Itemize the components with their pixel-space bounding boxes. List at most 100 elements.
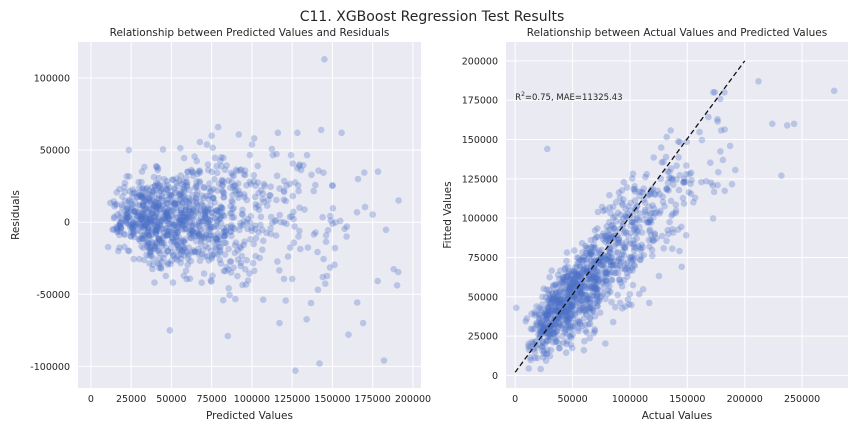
data-point [602, 340, 609, 347]
data-point [552, 296, 560, 303]
data-point [180, 244, 187, 252]
data-point [631, 197, 639, 204]
y-tick-label: -50000 [36, 290, 70, 301]
data-point [154, 224, 161, 231]
data-point [114, 228, 121, 236]
data-point [160, 254, 167, 262]
data-point [599, 280, 606, 287]
data-point [544, 304, 552, 311]
data-point [130, 208, 138, 215]
data-point [549, 295, 556, 303]
data-point [542, 357, 550, 365]
data-point [297, 245, 304, 253]
data-point [215, 233, 223, 240]
data-point [126, 213, 133, 221]
data-point [593, 288, 601, 295]
data-point [127, 229, 135, 236]
data-point [556, 300, 564, 307]
data-point [620, 229, 628, 237]
data-point [223, 162, 230, 169]
data-point [183, 225, 190, 233]
data-point [184, 249, 191, 257]
data-point [141, 218, 148, 225]
data-point [200, 270, 208, 277]
data-point [149, 196, 157, 204]
data-point [374, 277, 382, 285]
data-point [258, 186, 265, 194]
data-point [561, 329, 569, 336]
data-point [587, 244, 595, 251]
data-point [207, 225, 214, 233]
data-point [532, 310, 540, 317]
data-point [193, 200, 200, 208]
data-point [625, 203, 632, 210]
data-point [717, 95, 724, 103]
data-point [616, 276, 624, 283]
data-point [577, 274, 585, 282]
data-point [192, 197, 199, 205]
data-point [131, 222, 138, 230]
data-point [141, 206, 148, 213]
data-point [569, 311, 576, 319]
data-point [196, 138, 204, 146]
data-point [241, 266, 249, 273]
data-point [603, 256, 610, 264]
data-point [550, 294, 558, 301]
data-point [147, 250, 154, 258]
data-point [189, 169, 197, 176]
data-point [626, 254, 634, 262]
data-point [627, 222, 634, 230]
data-point [559, 332, 566, 340]
data-point [151, 182, 159, 190]
data-point [567, 274, 575, 282]
data-point [195, 251, 203, 258]
data-point [604, 252, 611, 259]
data-point [188, 212, 195, 220]
data-point [111, 203, 118, 210]
data-point [200, 202, 208, 210]
data-point [598, 261, 605, 268]
data-point [170, 222, 177, 230]
data-point [536, 314, 543, 322]
data-point [557, 309, 565, 316]
data-point [569, 285, 576, 293]
data-point [619, 242, 627, 249]
data-point [182, 203, 190, 211]
data-point [139, 185, 147, 193]
data-point [555, 315, 562, 323]
data-point [227, 269, 235, 276]
data-point [633, 215, 640, 223]
data-point [637, 246, 644, 254]
data-point [144, 224, 152, 232]
data-point [131, 233, 138, 241]
data-point [331, 261, 338, 269]
data-point [154, 259, 161, 267]
data-point [646, 243, 653, 250]
data-point [577, 285, 585, 293]
data-point [126, 196, 133, 204]
data-point [579, 254, 587, 261]
data-point [111, 213, 118, 221]
data-point [666, 218, 673, 226]
data-point [140, 211, 147, 218]
data-point [609, 221, 616, 229]
data-point [163, 231, 170, 239]
data-point [168, 197, 176, 205]
data-point [136, 215, 143, 223]
data-point [166, 184, 173, 191]
data-point [580, 282, 588, 290]
data-point [566, 280, 573, 288]
data-point [241, 193, 248, 201]
data-point [558, 296, 565, 303]
data-point [602, 295, 609, 303]
data-point [550, 329, 557, 336]
data-point [220, 228, 228, 236]
data-point [564, 288, 571, 295]
data-point [149, 188, 157, 195]
data-point [528, 338, 535, 346]
data-point [139, 194, 147, 202]
data-point [651, 230, 658, 237]
data-point [145, 227, 152, 234]
data-point [665, 187, 672, 194]
data-point [138, 213, 146, 221]
